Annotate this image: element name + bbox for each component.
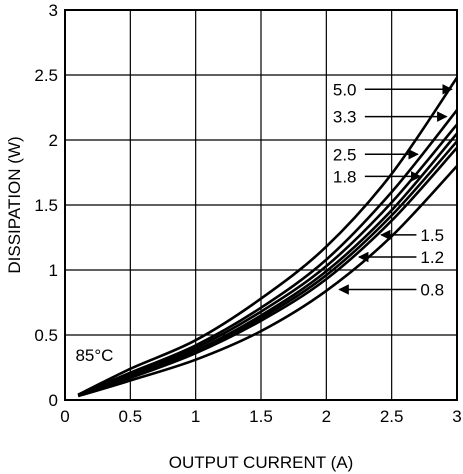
series-label-1-8: 1.8 — [333, 167, 357, 186]
y-tick-label: 0 — [49, 391, 58, 410]
y-tick-label: 2.5 — [34, 66, 58, 85]
y-tick-label: 3 — [49, 1, 58, 20]
x-axis-label: OUTPUT CURRENT (A) — [169, 453, 354, 472]
series-line-1-5 — [77, 140, 458, 397]
grid — [65, 10, 457, 400]
x-tick-label: 1 — [191, 407, 200, 426]
y-tick-label: 0.5 — [34, 326, 58, 345]
series-line-3-3 — [77, 109, 459, 396]
series-line-2-5 — [77, 123, 458, 397]
tick-labels: 0 0.5 1 1.5 2 2.5 3 0 0.5 1 1.5 2 2.5 3 — [34, 1, 461, 426]
series-line-0-8 — [77, 165, 458, 398]
series-label-0-8: 0.8 — [420, 281, 444, 300]
x-tick-label: 1.5 — [249, 407, 273, 426]
temperature-annotation: 85°C — [75, 346, 113, 365]
series-line-5-0 — [77, 76, 459, 396]
series-label-5-0: 5.0 — [333, 80, 357, 99]
series-labels: 5.0 3.3 2.5 1.8 1.5 1.2 0.8 — [333, 80, 453, 300]
plot-frame — [64, 9, 458, 401]
y-tick-label: 2 — [49, 131, 58, 150]
y-axis-label: DISSIPATION (W) — [5, 136, 24, 273]
x-tick-label: 0.5 — [119, 407, 143, 426]
series-line-1-8 — [77, 132, 458, 397]
x-tick-label: 2 — [322, 407, 331, 426]
x-tick-label: 0 — [60, 407, 69, 426]
series-label-1-2: 1.2 — [420, 248, 444, 267]
y-tick-label: 1.5 — [34, 196, 58, 215]
series-line-1-2 — [77, 146, 458, 397]
series-label-3-3: 3.3 — [333, 108, 357, 127]
x-tick-label: 3 — [452, 407, 461, 426]
x-tick-label: 2.5 — [380, 407, 404, 426]
y-tick-label: 1 — [49, 261, 58, 280]
series-label-2-5: 2.5 — [333, 145, 357, 164]
series-lines — [77, 76, 459, 398]
series-label-1-5: 1.5 — [420, 226, 444, 245]
